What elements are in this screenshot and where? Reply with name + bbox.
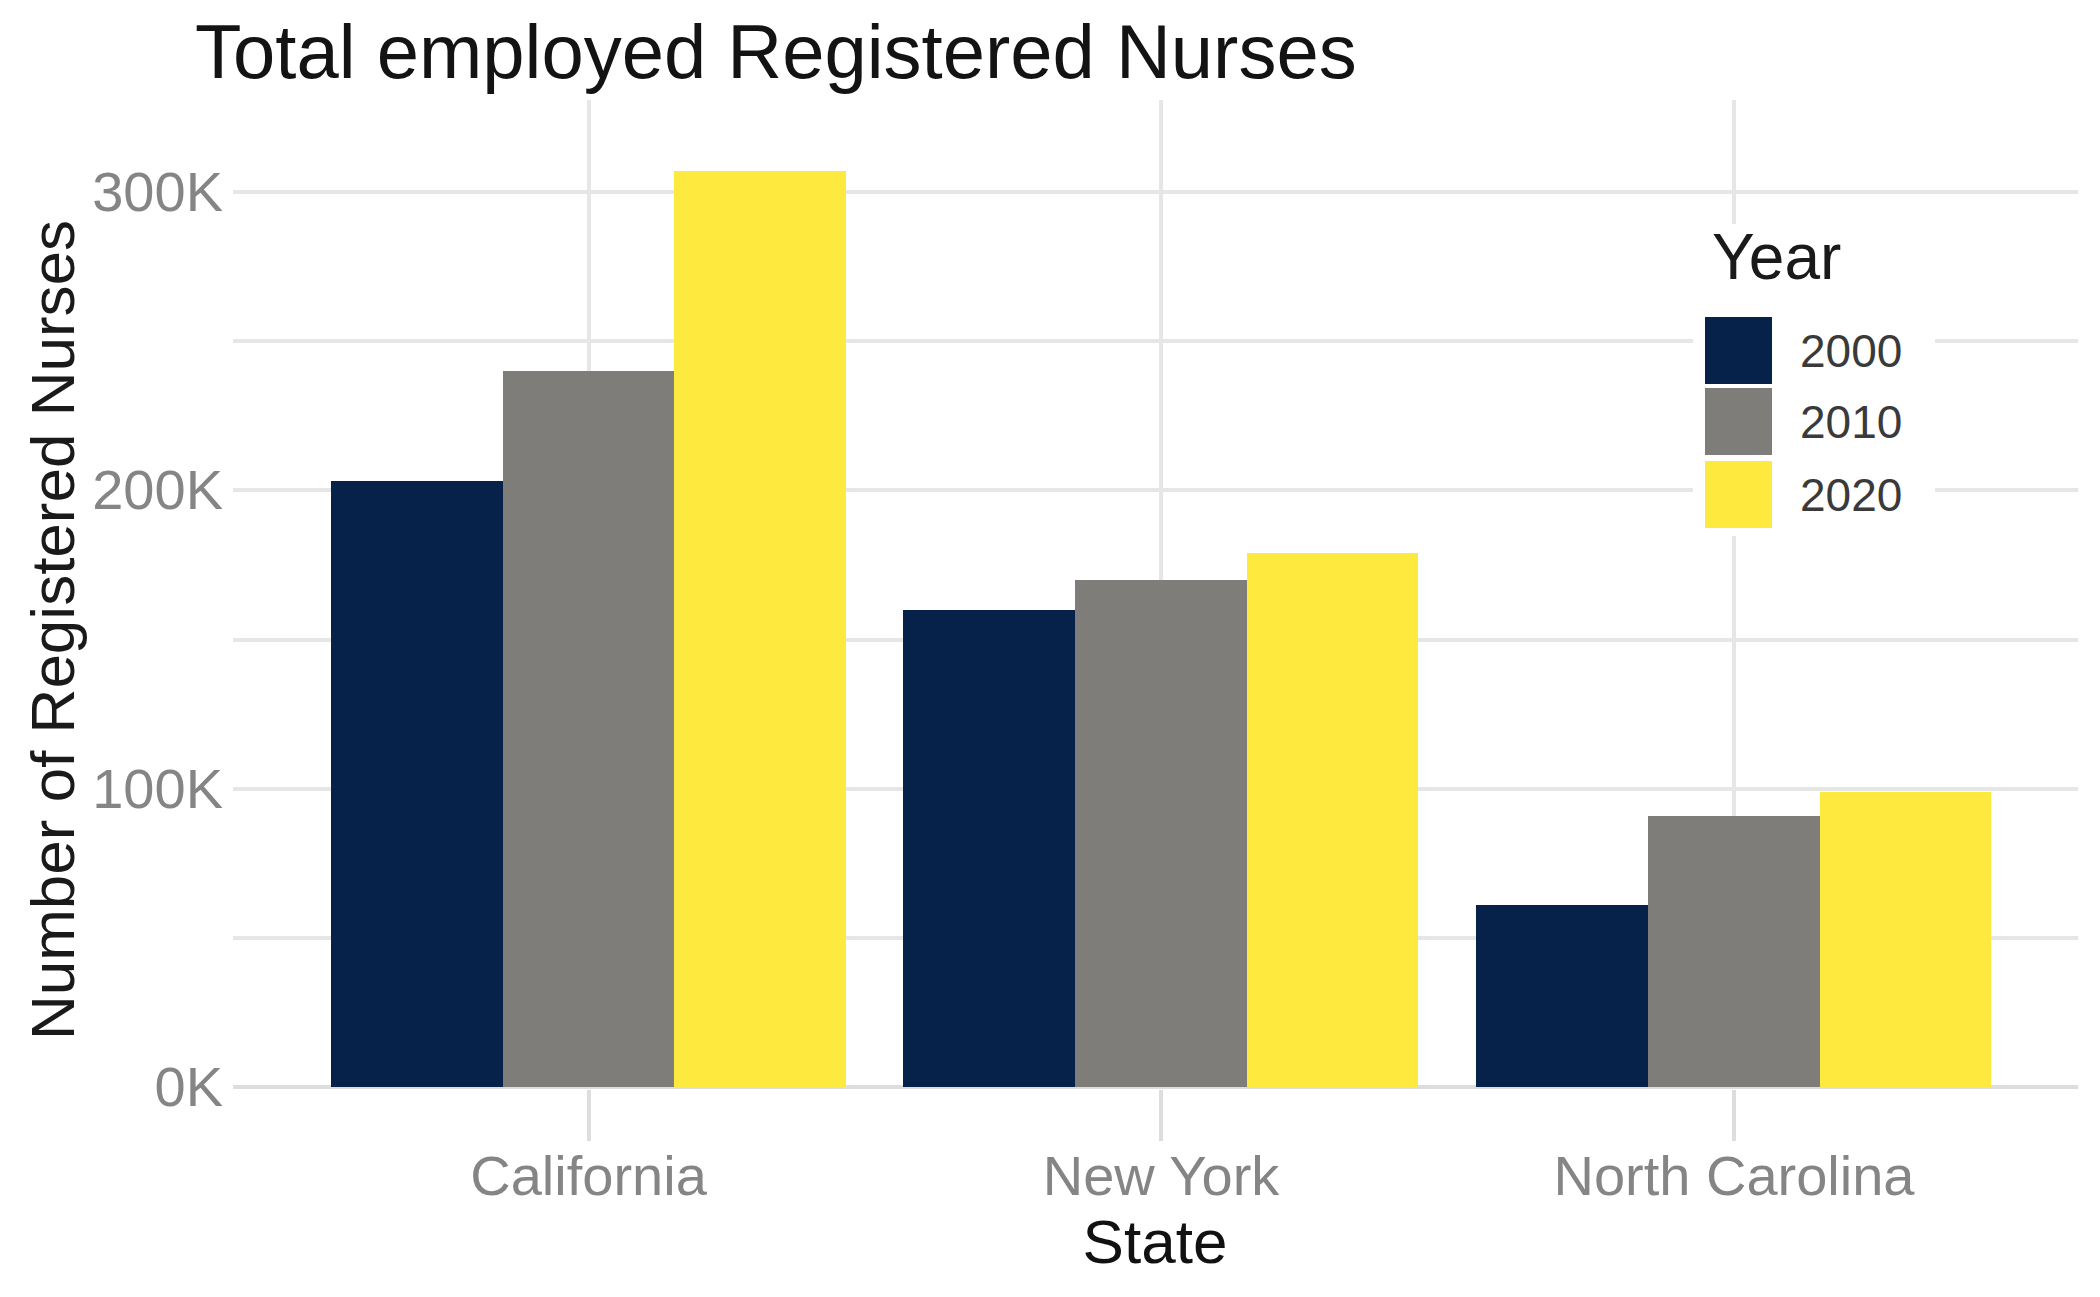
legend-row-2010: 2010 <box>1705 388 1902 455</box>
x-tick-label-california: California <box>289 1146 889 1206</box>
legend-row-2020: 2020 <box>1705 461 1902 528</box>
x-tick-North Carolina <box>1732 1090 1736 1141</box>
x-tick-label-new-york: New York <box>861 1146 1461 1206</box>
legend-label-2020: 2020 <box>1800 468 1902 522</box>
legend-row-2000: 2000 <box>1705 317 1902 384</box>
bar-north-carolina-2020 <box>1820 792 1992 1087</box>
legend-label-2010: 2010 <box>1800 395 1902 449</box>
chart-title: Total employed Registered Nurses <box>195 8 1357 95</box>
y-tick-label-200K: 200K <box>0 457 223 523</box>
y-axis-title: Number of Registered Nurses <box>17 220 88 1040</box>
bar-california-2010 <box>503 371 675 1087</box>
bar-new-york-2010 <box>1075 580 1247 1087</box>
x-tick-California <box>587 1090 591 1141</box>
bar-california-2000 <box>331 481 503 1087</box>
x-tick-label-north-carolina: North Carolina <box>1434 1146 2034 1206</box>
legend-swatch-2010 <box>1705 388 1772 455</box>
legend-title: Year <box>1712 220 1841 294</box>
bar-new-york-2000 <box>903 610 1075 1087</box>
bar-north-carolina-2010 <box>1648 816 1820 1087</box>
bar-california-2020 <box>674 171 846 1087</box>
bar-new-york-2020 <box>1247 553 1419 1087</box>
x-tick-New York <box>1159 1090 1163 1141</box>
y-tick-label-100K: 100K <box>0 756 223 822</box>
bar-north-carolina-2000 <box>1476 905 1648 1087</box>
legend-label-2000: 2000 <box>1800 324 1902 378</box>
y-tick-label-300K: 300K <box>0 159 223 225</box>
x-axis-title: State <box>1083 1206 1228 1277</box>
gridline-h-300000 <box>233 190 2078 194</box>
chart-canvas: Total employed Registered Nurses Number … <box>0 0 2100 1297</box>
legend-swatch-2020 <box>1705 461 1772 528</box>
legend-swatch-2000 <box>1705 317 1772 384</box>
y-tick-label-0K: 0K <box>0 1054 223 1120</box>
